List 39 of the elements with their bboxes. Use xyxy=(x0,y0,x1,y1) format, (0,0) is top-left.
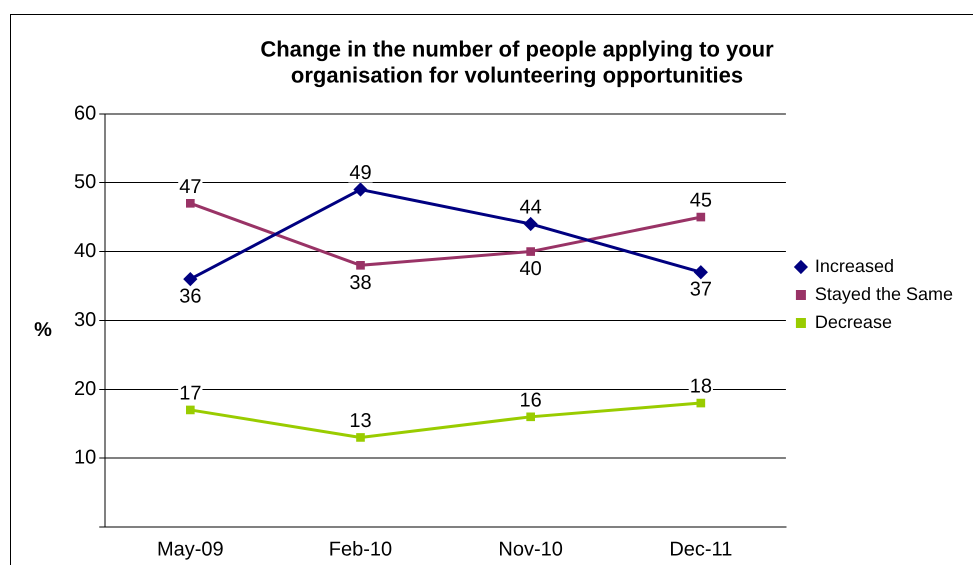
data-label: 36 xyxy=(179,286,202,308)
y-axis-title: % xyxy=(34,318,52,341)
x-tick-label: Feb-10 xyxy=(328,538,392,561)
point xyxy=(356,433,365,442)
data-label: 13 xyxy=(349,410,372,432)
data-label: 44 xyxy=(520,196,542,218)
point xyxy=(354,183,367,196)
data-label: 38 xyxy=(349,272,372,294)
y-tick-label: 40 xyxy=(74,240,96,262)
y-tick-label: 20 xyxy=(74,378,96,400)
point xyxy=(524,217,538,230)
data-label: 16 xyxy=(520,389,542,412)
chart-title: Change in the number of people applying to your organisation for volunteering opportunities xyxy=(260,36,774,88)
data-label: 18 xyxy=(690,376,712,398)
x-tick-label: Dec-11 xyxy=(669,538,732,561)
data-label: 45 xyxy=(690,190,712,212)
data-label: 17 xyxy=(179,382,202,404)
point xyxy=(526,247,535,256)
data-label: 40 xyxy=(520,258,542,280)
data-label: 49 xyxy=(349,162,372,184)
y-tick-label: 30 xyxy=(74,308,96,331)
point xyxy=(694,266,708,279)
point xyxy=(696,212,706,222)
y-tick-label: 10 xyxy=(74,446,96,469)
legend-label: Decrease xyxy=(814,312,892,332)
y-tick-label: 50 xyxy=(74,171,96,194)
y-tick-label: 60 xyxy=(74,102,96,124)
x-tick-label: May-09 xyxy=(156,538,224,561)
legend-label: Increased xyxy=(814,256,894,276)
data-label: 37 xyxy=(690,278,712,301)
data-label: 47 xyxy=(179,176,202,198)
point xyxy=(186,199,195,208)
point xyxy=(696,398,706,408)
point xyxy=(356,260,365,270)
point xyxy=(526,412,535,422)
point xyxy=(184,272,197,286)
point xyxy=(186,406,195,414)
x-tick-label: Nov-10 xyxy=(498,538,563,561)
legend-label: Stayed the Same xyxy=(814,284,954,304)
